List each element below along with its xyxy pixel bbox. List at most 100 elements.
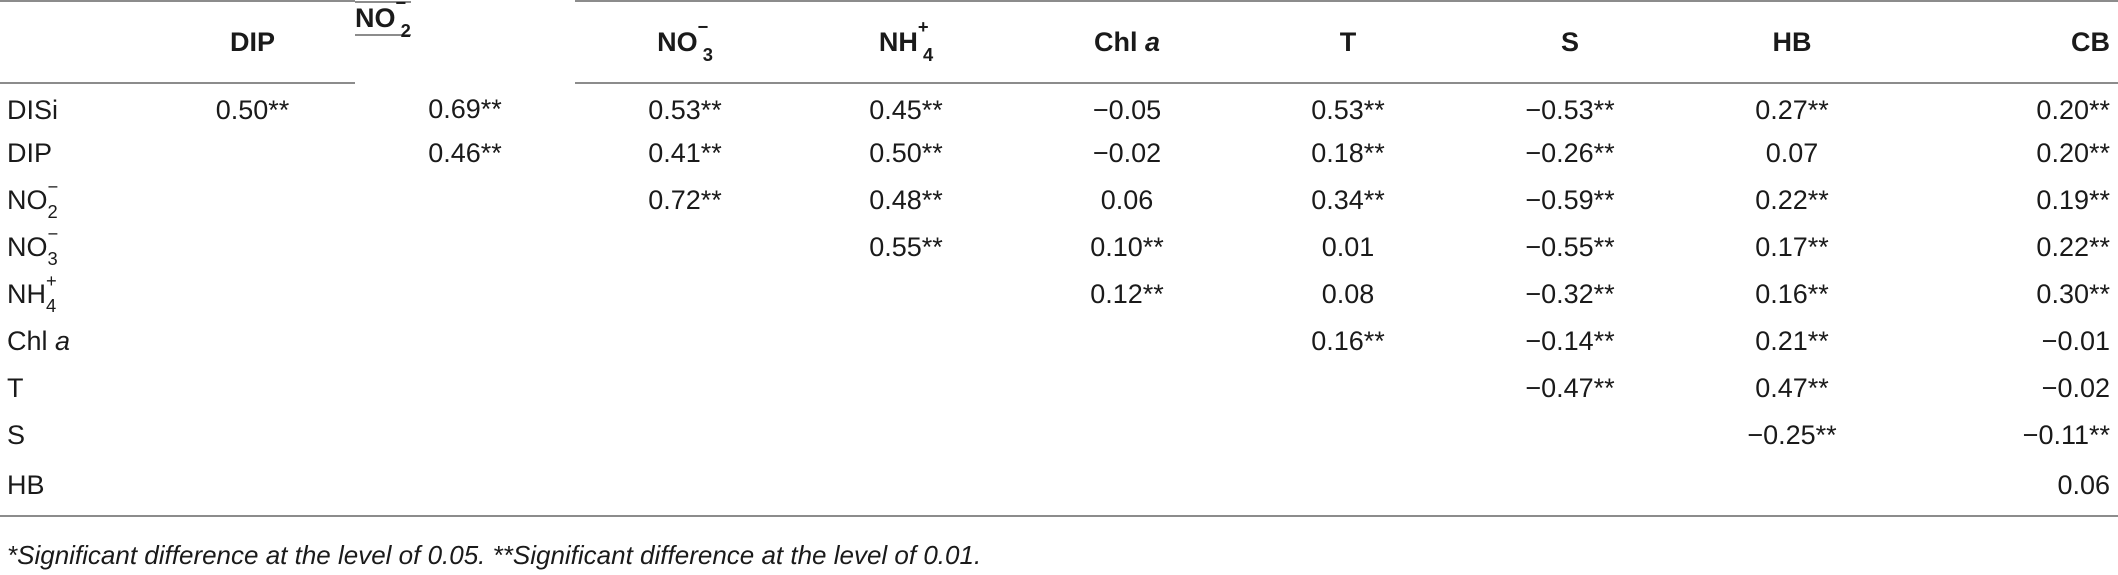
table-cell [1237,365,1459,412]
table-cell [355,412,575,459]
header-chla: Chl a [1017,0,1237,84]
table-cell [150,271,355,318]
table-cell: 0.53** [648,94,722,125]
table-cell: 0.10** [1090,232,1164,262]
row-label-nh4: NH +4 [7,270,57,316]
row-label: HB [0,459,150,517]
table-cell [355,271,575,318]
table-cell [1237,459,1459,517]
table-row: NO −2 0.72** 0.48** 0.06 0.34** −0.59** 0… [0,176,2118,224]
table-cell: −0.02 [1092,138,1162,168]
table-cell: 0.07 [1765,138,1819,168]
table-cell [575,459,795,517]
table-cell [1459,412,1681,459]
table-cell: 0.47** [1755,373,1829,403]
header-no2: NO −2 [355,0,411,41]
table-cell: 0.30** [2036,279,2110,309]
table-row: Chl a 0.16** −0.14** 0.21** −0.01 [0,318,2118,365]
table-row: S −0.25** −0.11** [0,412,2118,459]
header-corner [0,0,150,84]
table-cell [575,412,795,459]
table-cell: 0.34** [1311,185,1385,215]
header-s: S [1459,0,1681,84]
table-cell: 0.27** [1755,94,1829,125]
table-cell: −0.05 [1092,94,1162,125]
table-cell [355,224,575,271]
header-t: T [1237,0,1459,84]
table-cell: 0.08 [1321,279,1375,309]
table-cell: 0.50** [215,94,290,125]
table-row: HB 0.06 [0,459,2118,517]
header-dip: DIP [150,0,355,84]
table-cell [575,365,795,412]
table-cell: 0.41** [648,138,722,168]
table-cell: 0.22** [1755,185,1829,215]
row-label-no2: NO −2 [7,176,59,222]
table-cell [150,224,355,271]
table-cell: −0.01 [2041,326,2110,356]
table-cell: 0.06 [1903,459,2118,517]
table-cell [150,365,355,412]
table-cell: −0.32** [1525,279,1615,309]
table-cell [150,177,355,224]
table-cell: 0.53** [1311,94,1385,125]
table-cell [1017,365,1237,412]
table-cell [1017,459,1237,517]
table-cell: 0.16** [1755,279,1829,309]
table-cell [575,318,795,365]
table-cell: 0.48** [869,185,943,215]
table-cell: −0.14** [1525,326,1615,356]
table-cell [355,365,575,412]
table-cell [1237,412,1459,459]
table-cell [150,318,355,365]
table-cell: −0.25** [1747,420,1837,450]
table-cell: −0.59** [1525,185,1615,215]
table-row: T −0.47** 0.47** −0.02 [0,365,2118,412]
table-cell: 0.12** [1090,279,1164,309]
row-label: T [7,373,24,403]
table-row: DIP 0.46** 0.41** 0.50** −0.02 0.18** −0… [0,130,2118,177]
row-label-chla: Chl a [7,326,71,356]
table-cell [795,318,1017,365]
table-cell: 0.20** [2036,94,2110,125]
table-cell: 0.16** [1311,326,1385,356]
table-row: NO −3 0.55** 0.10** 0.01 −0.55** 0.17** 0… [0,223,2118,271]
table-cell: 0.19** [2036,185,2110,215]
row-label: DISi [7,94,59,125]
table-cell [150,130,355,177]
table-cell [150,459,355,517]
table-cell: 0.45** [869,94,943,125]
table-cell [355,318,575,365]
header-cb: CB [1903,0,2118,84]
table-cell: 0.55** [869,232,943,262]
table-cell [1017,412,1237,459]
table-cell: −0.47** [1525,373,1615,403]
table-cell [575,224,795,271]
row-label: DIP [7,138,53,168]
table-cell: 0.17** [1755,232,1829,262]
table-cell [575,271,795,318]
table-cell: −0.02 [2041,373,2110,403]
table-footnote: *Significant difference at the level of … [7,540,982,570]
table-cell: 0.01 [1321,232,1375,262]
table-cell [1459,459,1681,517]
correlation-table-container: DIP NO −2 NO −3 NH +4 Chl a T S HB CB DI… [0,0,2118,517]
table-cell [1017,318,1237,365]
table-cell [150,412,355,459]
table-cell: 0.22** [2036,232,2110,262]
row-label: S [7,420,26,450]
table-cell: 0.72** [648,185,722,215]
table-cell: 0.69** [428,94,502,124]
table-cell: 0.06 [1100,185,1154,215]
table-cell: −0.11** [2022,420,2110,450]
table-cell: 0.46** [428,138,502,168]
table-row: DISi 0.50** 0.69** 0.53** 0.45** −0.05 0… [0,83,2118,130]
table-cell [355,459,575,517]
table-cell: −0.55** [1525,232,1615,262]
header-row: DIP NO −2 NO −3 NH +4 Chl a T S HB CB [0,0,2118,84]
table-row: NH +4 0.12** 0.08 −0.32** 0.16** 0.30** [0,270,2118,318]
table-cell: 0.21** [1755,326,1829,356]
correlation-table: DIP NO −2 NO −3 NH +4 Chl a T S HB CB DI… [0,0,2118,517]
header-nh4: NH +4 [795,0,1017,84]
table-cell [795,459,1017,517]
